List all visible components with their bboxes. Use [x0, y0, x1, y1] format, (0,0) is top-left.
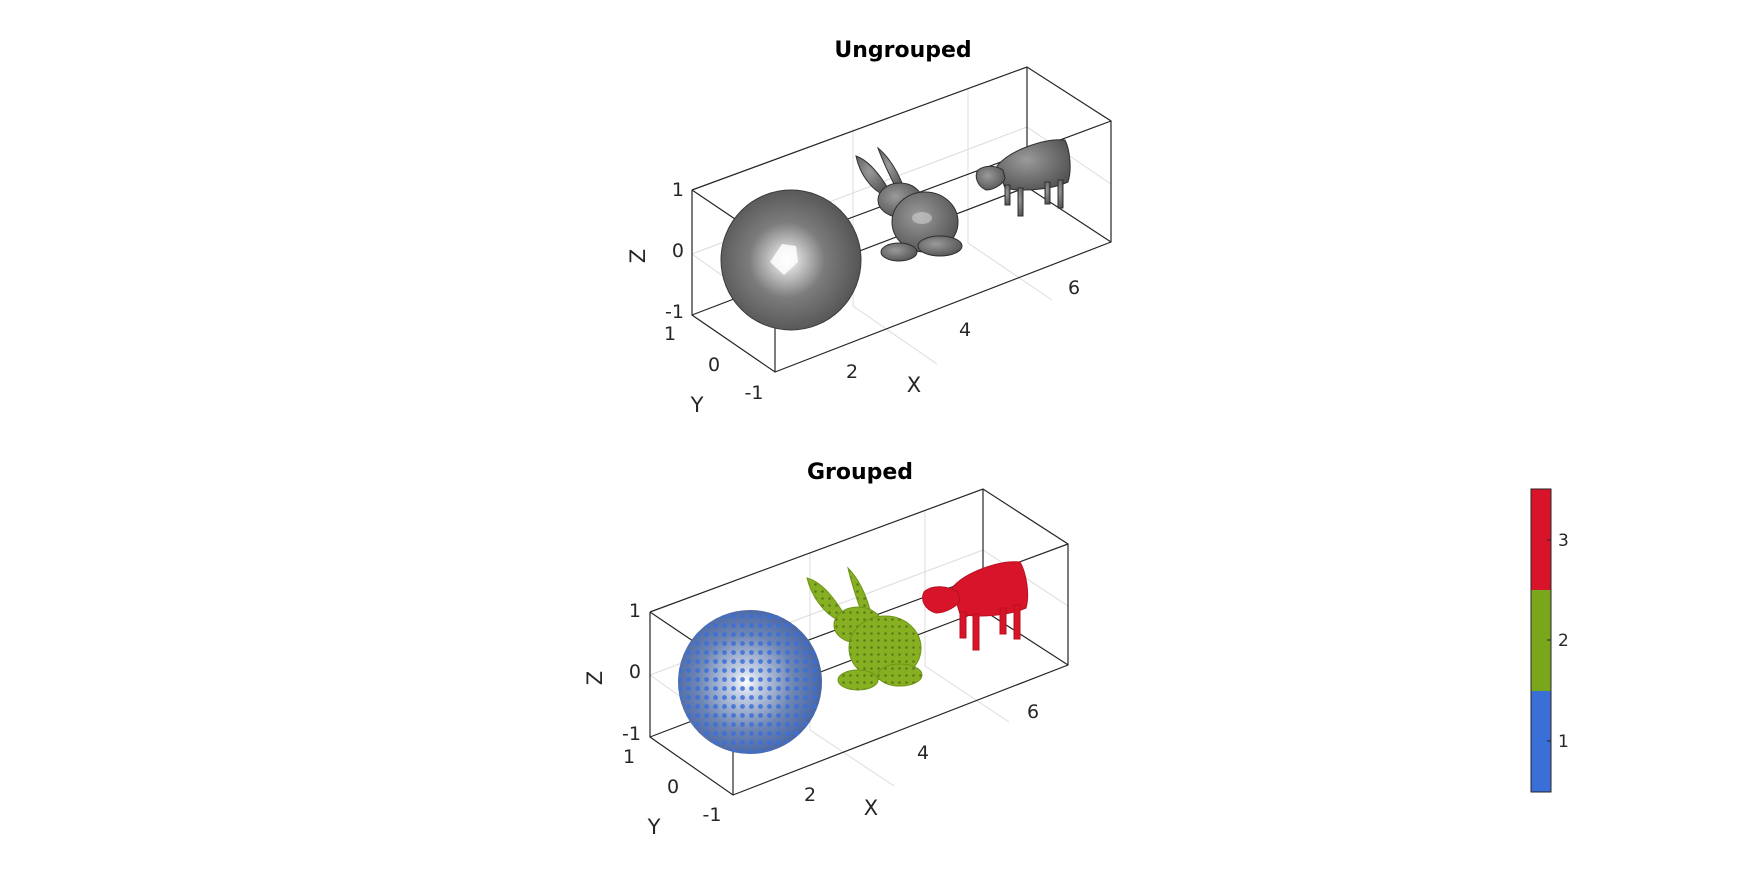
y-tick-label: -1: [745, 382, 764, 404]
x-tick-label: 6: [1068, 277, 1080, 299]
x-axis-label: X: [907, 373, 921, 397]
colorbar-tick-label: 3: [1558, 531, 1569, 551]
y-axis-label: Y: [647, 815, 661, 839]
y-tick-label: 1: [623, 746, 635, 768]
z-tick-label: 1: [629, 600, 641, 622]
z-tick-label: 0: [629, 661, 641, 683]
sphere-highlight: [770, 244, 798, 275]
colorbar-segment-2: [1531, 590, 1551, 691]
colorbar-tick-label: 1: [1558, 732, 1569, 752]
bunny-highlight: [912, 212, 932, 224]
axes-grouped: Grouped: [583, 460, 1069, 839]
y-tick-label: 0: [667, 776, 679, 798]
chart-title: Grouped: [807, 460, 913, 485]
colorbar: 3 2 1: [1530, 488, 1569, 793]
x-tick-label: 4: [917, 742, 929, 764]
z-tick-label: -1: [622, 723, 641, 745]
sphere-points: [678, 610, 822, 754]
cow-group-3: [922, 561, 1029, 651]
x-tick-label: 2: [804, 784, 816, 806]
x-tick-label: 4: [959, 319, 971, 341]
colorbar-tick-label: 2: [1558, 631, 1569, 651]
bunny-group-2: [806, 566, 923, 691]
colorbar-segment-3: [1531, 489, 1551, 590]
z-tick-label: -1: [665, 301, 684, 323]
bunny-mesh: [855, 146, 963, 262]
colorbar-segment-1: [1531, 691, 1551, 792]
x-tick-label: 6: [1027, 701, 1039, 723]
axes-ungrouped: Ungrouped: [626, 38, 1112, 417]
y-axis-label: Y: [690, 393, 704, 417]
y-tick-label: 1: [664, 323, 676, 345]
z-axis-label: Z: [583, 671, 607, 685]
y-tick-label: 0: [708, 354, 720, 376]
z-axis-label: Z: [626, 249, 650, 263]
x-axis-label: X: [864, 796, 878, 820]
z-tick-label: 0: [672, 240, 684, 262]
cow-mesh: [975, 139, 1071, 217]
y-tick-label: -1: [703, 804, 722, 826]
chart-title: Ungrouped: [834, 38, 971, 63]
z-tick-label: 1: [672, 179, 684, 201]
x-tick-label: 2: [846, 361, 858, 383]
